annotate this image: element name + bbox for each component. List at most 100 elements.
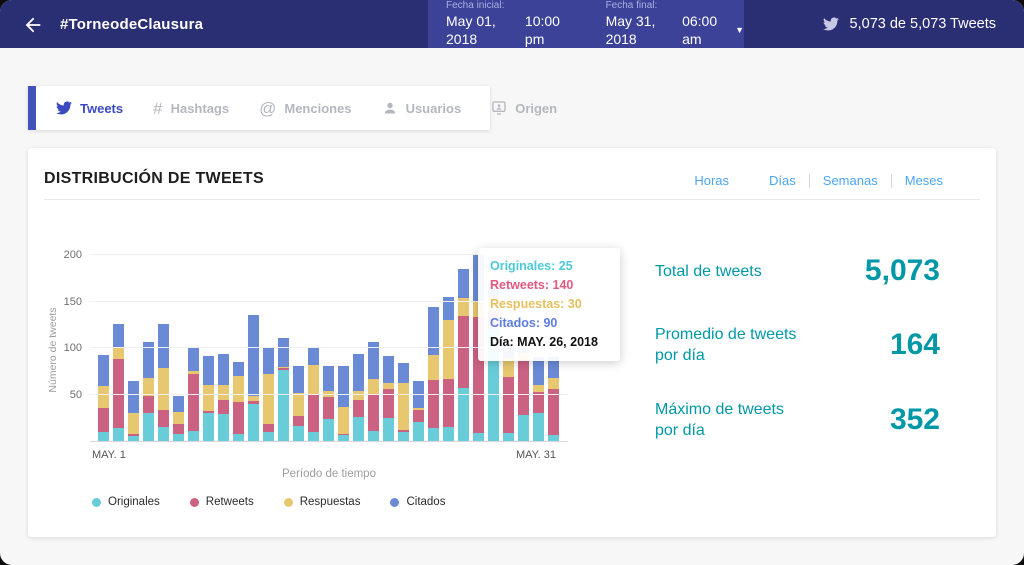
bar-may-2[interactable] <box>113 323 124 441</box>
legend-item-retweets[interactable]: Retweets <box>189 496 254 508</box>
bar-may-13[interactable] <box>278 337 289 441</box>
bar-segment-citados <box>173 395 184 413</box>
bar-may-12[interactable] <box>263 348 274 441</box>
bar-segment-retweets <box>248 401 259 404</box>
divider <box>890 173 892 188</box>
bar-segment-originales <box>473 432 484 441</box>
bar-segment-originales <box>383 417 394 441</box>
bar-segment-originales <box>518 415 529 441</box>
back-arrow-icon[interactable] <box>22 14 44 36</box>
bar-segment-citados <box>188 348 199 372</box>
stat-label: Promedio de tweets por día <box>655 326 797 364</box>
bar-segment-originales <box>443 427 454 441</box>
bar-may-10[interactable] <box>233 362 244 441</box>
y-tick-label: 150 <box>63 295 82 308</box>
bar-may-21[interactable] <box>398 362 409 441</box>
bar-segment-originales <box>98 431 109 441</box>
bar-may-19[interactable] <box>368 341 379 441</box>
bar-segment-originales <box>128 436 139 441</box>
card-title: DISTRIBUCIÓN DE TWEETS <box>44 170 264 187</box>
chevron-down-icon[interactable]: ▼ <box>735 25 744 36</box>
bar-may-28[interactable] <box>503 348 514 441</box>
bar-segment-citados <box>323 365 334 391</box>
bar-may-9[interactable] <box>218 353 229 441</box>
bar-may-20[interactable] <box>383 356 394 441</box>
bar-may-6[interactable] <box>173 395 184 441</box>
bar-may-25[interactable] <box>458 269 469 441</box>
bar-may-23[interactable] <box>428 307 439 441</box>
bar-segment-citados <box>428 307 439 355</box>
tooltip-lines: Originales: 25 Retweets: 140 Respuestas: 3… <box>490 257 608 333</box>
bar-segment-respuestas <box>173 412 184 425</box>
period-link-dias[interactable]: Días <box>769 173 796 188</box>
bar-segment-retweets <box>353 400 364 417</box>
bar-segment-retweets <box>218 400 229 414</box>
tab-label: Menciones <box>284 100 352 116</box>
bar-may-30[interactable] <box>533 357 544 441</box>
bar-may-11[interactable] <box>248 315 259 441</box>
bar-segment-originales <box>113 428 124 441</box>
start-time-value[interactable]: 10:00 pm <box>524 13 560 47</box>
legend-dot <box>92 497 101 507</box>
bar-may-1[interactable] <box>98 354 109 441</box>
y-tick-label: 100 <box>63 342 82 354</box>
gridline <box>90 393 568 395</box>
bar-segment-respuestas <box>308 364 319 395</box>
bar-segment-originales <box>308 431 319 441</box>
user-icon <box>384 102 395 114</box>
bar-may-7[interactable] <box>188 348 199 441</box>
bar-may-15[interactable] <box>308 347 319 441</box>
legend-item-originales[interactable]: Originales <box>92 496 160 508</box>
start-date-value[interactable]: May 01, 2018 <box>446 13 496 47</box>
tab-origen[interactable]: Origen <box>491 100 557 116</box>
bar-segment-retweets <box>188 374 199 431</box>
bar-segment-respuestas <box>203 385 214 412</box>
bar-may-31[interactable] <box>548 357 559 441</box>
bar-may-18[interactable] <box>353 353 364 441</box>
end-date-value[interactable]: May 31, 2018 <box>605 13 656 47</box>
start-date-label: Fecha inicial: <box>446 0 505 11</box>
bar-segment-citados <box>98 354 109 387</box>
date-range-picker[interactable]: Fecha inicial: May 01, 2018 10:00 pm Fec… <box>428 0 744 48</box>
period-link-meses[interactable]: Meses <box>904 173 943 188</box>
chart-legend: Originales Retweets Respuestas Citados <box>92 496 445 508</box>
gridline <box>90 347 568 348</box>
bar-segment-retweets <box>473 317 484 433</box>
bar-may-3[interactable] <box>128 381 139 441</box>
campaign-title: #TorneodeClausura <box>60 15 204 33</box>
tooltip-line-retweets: Retweets: 140 <box>490 278 574 292</box>
bar-may-8[interactable] <box>203 356 214 441</box>
bar-may-16[interactable] <box>323 365 334 441</box>
period-link-horas[interactable]: Horas <box>694 173 730 188</box>
bar-may-5[interactable] <box>158 323 169 441</box>
at-icon: @ <box>259 98 277 118</box>
bar-segment-retweets <box>323 397 334 419</box>
tab-hashtags[interactable]: # Hashtags <box>153 100 229 117</box>
bar-may-14[interactable] <box>293 365 304 441</box>
bar-segment-respuestas <box>248 396 259 402</box>
bar-segment-originales <box>173 433 184 441</box>
tab-menciones[interactable]: @ Menciones <box>259 100 351 117</box>
bar-segment-originales <box>203 413 214 441</box>
tab-usuarios[interactable]: Usuarios <box>382 100 461 116</box>
bar-segment-originales <box>353 416 364 441</box>
tab-tweets[interactable]: Tweets <box>56 100 123 116</box>
bar-may-4[interactable] <box>143 341 154 441</box>
bar-segment-originales <box>488 329 499 441</box>
bar-may-29[interactable] <box>518 348 529 441</box>
bar-may-24[interactable] <box>443 296 454 441</box>
origin-icon <box>492 101 506 115</box>
period-link-semanas[interactable]: Semanas <box>822 173 878 188</box>
bar-segment-respuestas <box>158 367 169 411</box>
bar-segment-respuestas <box>233 376 244 403</box>
bar-segment-citados <box>113 323 124 348</box>
legend-item-respuestas[interactable]: Respuestas <box>283 496 360 508</box>
bar-segment-originales <box>143 413 154 441</box>
bar-segment-retweets <box>413 410 424 422</box>
bar-segment-respuestas <box>458 297 469 317</box>
bar-may-17[interactable] <box>338 365 349 441</box>
bar-segment-respuestas <box>278 366 289 369</box>
legend-item-citados[interactable]: Citados <box>390 496 445 508</box>
bar-may-22[interactable] <box>413 381 424 441</box>
end-time-value[interactable]: 06:00 am <box>682 13 718 47</box>
